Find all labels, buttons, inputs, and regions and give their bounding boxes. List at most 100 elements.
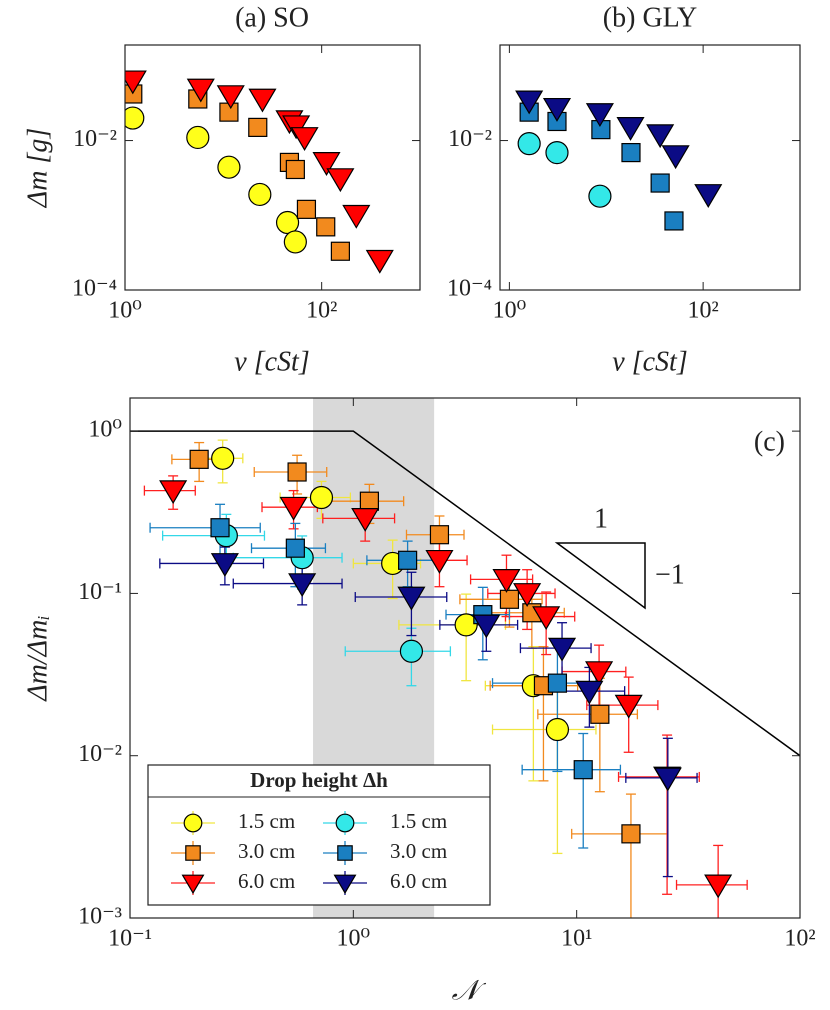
marker (492, 569, 521, 593)
x-axis-label: 𝒩 (452, 975, 487, 1006)
x-tick-label: 10⁻¹ (108, 926, 152, 952)
plot-area (500, 45, 800, 290)
marker (290, 127, 319, 151)
marker (309, 485, 334, 510)
marker (397, 586, 426, 611)
marker (585, 661, 614, 686)
marker (186, 78, 215, 103)
marker (454, 613, 478, 637)
y-axis-label: Δm [g] (22, 128, 53, 208)
y-axis-label: Δm/Δmᵢ (22, 615, 53, 702)
legend-label: 1.5 cm (390, 809, 447, 833)
marker (575, 680, 604, 705)
marker (285, 159, 305, 180)
x-tick-label: 10⁰ (108, 298, 142, 324)
marker (351, 508, 380, 532)
y-tick-label: 10⁻³ (78, 904, 122, 930)
marker (547, 673, 568, 693)
marker (472, 614, 501, 639)
y-tick-label: 10⁰ (88, 417, 122, 443)
marker (326, 168, 355, 193)
marker (275, 210, 300, 235)
marker (542, 97, 572, 122)
marker (216, 85, 245, 110)
marker (653, 767, 682, 792)
legend-label: 1.5 cm (238, 809, 295, 833)
axes-background (125, 45, 420, 290)
axes-frame (499, 44, 801, 291)
marker (159, 480, 188, 505)
marker (337, 845, 353, 861)
x-tick-label: 10² (784, 926, 815, 952)
marker (515, 90, 544, 115)
marker (333, 874, 357, 895)
marker (621, 142, 641, 163)
marker (621, 824, 641, 844)
panel-title: (b) GLY (603, 2, 697, 33)
panel-title: (a) SO (235, 2, 309, 33)
legend: Drop height Δh1.5 cm3.0 cm6.0 cm1.5 cm3.… (147, 764, 491, 906)
legend-label: 6.0 cm (390, 869, 447, 893)
marker (210, 518, 230, 538)
marker (545, 140, 569, 165)
marker (342, 204, 371, 229)
x-axis-label: ν [cSt] (612, 346, 687, 377)
marker (365, 249, 394, 274)
x-tick-label: 10² (688, 298, 719, 324)
marker (532, 606, 561, 631)
x-tick-label: 10⁰ (337, 926, 371, 952)
marker (287, 462, 307, 482)
marker (296, 199, 317, 219)
plot-area (125, 45, 420, 290)
marker (590, 704, 610, 724)
marker (283, 230, 307, 254)
x-tick-label: 10² (306, 298, 337, 324)
panel-label: (c) (754, 426, 785, 457)
y-tick-label: 10⁻⁴ (447, 276, 492, 302)
legend-title: Drop height Δh (250, 768, 388, 792)
marker (661, 145, 690, 170)
axes-frame (124, 44, 421, 291)
marker (517, 132, 541, 156)
marker (181, 874, 205, 895)
legend-box (147, 764, 491, 906)
marker (547, 637, 577, 662)
marker (694, 184, 723, 208)
marker (499, 589, 520, 609)
axes-frame (129, 397, 801, 919)
marker (614, 694, 643, 719)
marker (316, 217, 336, 237)
marker (330, 241, 350, 261)
legend-label: 3.0 cm (390, 839, 447, 863)
y-tick-label: 10⁻² (448, 126, 492, 152)
marker (573, 760, 593, 780)
marker (125, 106, 145, 130)
legend-label: 6.0 cm (238, 869, 295, 893)
marker (210, 553, 239, 577)
y-tick-label: 10⁻² (78, 741, 122, 767)
marker (217, 155, 241, 179)
reference-line (130, 430, 800, 757)
marker (185, 845, 201, 861)
marker (429, 525, 450, 545)
marker (650, 173, 670, 193)
marker (183, 813, 203, 833)
marker (704, 874, 733, 899)
marker (288, 573, 317, 598)
marker (248, 182, 272, 207)
marker (513, 583, 542, 607)
marker (646, 124, 675, 149)
marker (425, 549, 454, 574)
slope-triangle (554, 542, 646, 610)
marker (399, 639, 424, 663)
marker (359, 491, 379, 511)
marker (335, 813, 355, 833)
marker (312, 152, 341, 176)
marker (616, 117, 645, 141)
marker (186, 125, 210, 150)
y-tick-label: 10⁻¹ (78, 579, 122, 605)
marker (248, 117, 268, 137)
x-axis-label: ν [cSt] (234, 346, 309, 377)
axes-background (500, 45, 800, 290)
